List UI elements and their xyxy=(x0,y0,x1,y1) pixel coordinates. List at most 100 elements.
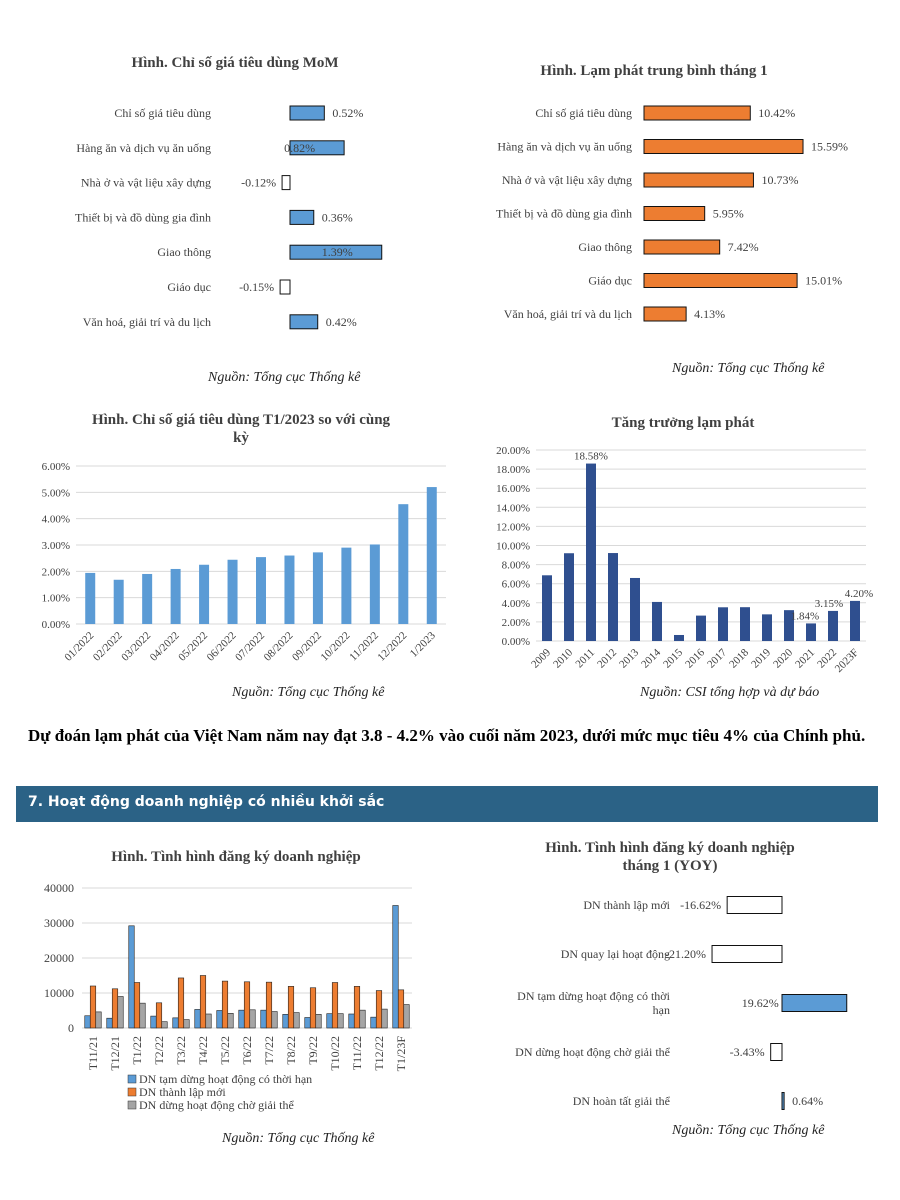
category-label: Nhà ở và vật liệu xây dựng xyxy=(81,176,211,190)
bar xyxy=(85,572,96,624)
bar xyxy=(718,607,728,641)
bar xyxy=(586,463,596,641)
data-label: 10.73% xyxy=(761,173,798,187)
data-label: 10.42% xyxy=(758,106,795,120)
bar xyxy=(199,564,210,624)
chart-cpi-yoy-svg: Hình. Chỉ số giá tiêu dùng T1/2023 so vớ… xyxy=(42,412,446,664)
bar xyxy=(542,575,552,641)
category-label: DN quay lại hoạt động xyxy=(561,947,670,961)
bar xyxy=(289,244,383,260)
y-tick-label: 6.00% xyxy=(502,579,530,591)
category-label: DN hoàn tất giải thể xyxy=(573,1094,671,1108)
category-label: Thiết bị và đồ dùng gia đình xyxy=(496,207,632,221)
bar xyxy=(142,573,153,624)
bar xyxy=(199,975,207,1029)
data-label: 15.59% xyxy=(811,140,848,154)
bar xyxy=(256,557,266,624)
bar xyxy=(643,273,798,288)
bar xyxy=(696,615,706,641)
bar xyxy=(762,614,772,641)
y-tick-label: 5.00% xyxy=(42,487,70,499)
y-tick-label: 10.00% xyxy=(496,541,530,553)
chart-title: Hình. Tình hình đăng ký doanh nghiệp xyxy=(545,840,794,856)
chart-avg-inflation-svg: Hình. Lạm phát trung bình tháng 1 Chỉ số … xyxy=(496,63,848,322)
chart-inflation-growth-svg: Tăng trưởng lạm phát 0.00% 2.00% 4.00% 6.00%… xyxy=(496,415,873,675)
x-tick-label: T1/23F xyxy=(394,1036,408,1072)
data-label: 0.36% xyxy=(322,210,353,224)
section-header: 7. Hoạt động doanh nghiệp có nhiều khởi … xyxy=(16,786,878,822)
bar xyxy=(781,994,848,1012)
bar xyxy=(370,1016,377,1029)
x-tick-label: T7/22 xyxy=(262,1036,276,1065)
data-label: -0.15% xyxy=(239,280,274,294)
chart-cpi-yoy: Hình. Chỉ số giá tiêu dùng T1/2023 so vớ… xyxy=(0,400,450,680)
bar xyxy=(282,1014,289,1029)
bar xyxy=(309,987,317,1029)
bar xyxy=(564,553,574,641)
source-inflation-growth: Nguồn: CSI tổng hợp và dự báo xyxy=(640,685,820,700)
x-tick-label: T8/22 xyxy=(284,1036,298,1065)
bar xyxy=(227,1013,234,1029)
y-tick-label: 40000 xyxy=(44,881,74,895)
bar xyxy=(674,634,684,641)
bar xyxy=(341,547,352,624)
data-label: 15.01% xyxy=(805,274,842,288)
y-tick-label: 12.00% xyxy=(496,521,530,533)
y-tick-label: 1.00% xyxy=(42,593,70,605)
data-label: -21.20% xyxy=(665,947,706,961)
y-tick-label: 18.00% xyxy=(496,464,530,476)
bar xyxy=(221,980,229,1029)
x-tick-label: T2/22 xyxy=(152,1036,166,1065)
source-avg-inflation: Nguồn: Tổng cục Thống kê xyxy=(672,361,825,376)
legend-swatch xyxy=(127,1100,137,1110)
chart-title: Tăng trưởng lạm phát xyxy=(612,415,755,431)
category-label: Hàng ăn và dịch vụ ăn uống xyxy=(497,140,632,154)
source-business-registration: Nguồn: Tổng cục Thống kê xyxy=(222,1131,375,1146)
data-label: 7.42% xyxy=(728,240,759,254)
chart-title: Hình. Chỉ số giá tiêu dùng MoM xyxy=(131,55,338,71)
x-tick-label: 11/2022 xyxy=(347,630,381,664)
x-tick-label: 2012 xyxy=(595,647,619,671)
bar xyxy=(348,1013,355,1029)
y-tick-label: 4.00% xyxy=(42,514,70,526)
x-tick-label: 04/2022 xyxy=(148,630,182,664)
bar xyxy=(740,607,750,641)
bar xyxy=(281,175,291,191)
x-tick-label: T3/22 xyxy=(174,1036,188,1065)
data-label: 4.13% xyxy=(694,307,725,321)
y-tick-label: 0.00% xyxy=(42,619,70,631)
category-label: Thiết bị và đồ dùng gia đình xyxy=(75,210,211,224)
bar xyxy=(227,559,238,624)
source-cpi-mom: Nguồn: Tổng cục Thống kê xyxy=(208,370,361,385)
bar xyxy=(289,105,325,121)
chart-cpi-mom: Hình. Chỉ số giá tiêu dùng MoM Chỉ số giá… xyxy=(0,40,450,350)
y-tick-label: 6.00% xyxy=(42,461,70,473)
y-tick-label: 20.00% xyxy=(496,445,530,457)
x-tick-label: 07/2022 xyxy=(233,630,267,664)
data-label: -0.12% xyxy=(241,176,276,190)
y-tick-label: 0.00% xyxy=(502,636,530,648)
x-tick-label: 2010 xyxy=(551,646,575,670)
category-label: Giáo dục xyxy=(588,274,632,288)
bar xyxy=(155,1002,163,1029)
x-tick-label: 03/2022 xyxy=(119,630,153,664)
x-tick-label: T12/22 xyxy=(372,1036,386,1071)
chart-title: kỳ xyxy=(233,430,249,446)
data-label: 3.15% xyxy=(815,598,843,610)
bar xyxy=(312,552,323,624)
x-tick-label: T11/22 xyxy=(350,1036,364,1070)
data-label: 1.84% xyxy=(791,610,819,622)
legend-swatch xyxy=(127,1074,137,1084)
section-title: 7. Hoạt động doanh nghiệp có nhiều khởi … xyxy=(28,794,385,810)
bar xyxy=(106,1017,113,1029)
x-tick-label: T9/22 xyxy=(306,1036,320,1065)
x-tick-label: 2009 xyxy=(529,646,553,670)
chart-inflation-growth: Tăng trưởng lạm phát 0.00% 2.00% 4.00% 6.00%… xyxy=(450,400,900,690)
bar xyxy=(95,1011,102,1029)
category-label: DN dừng hoạt động chờ giải thể xyxy=(515,1045,670,1059)
legend-label: DN dừng hoạt động chờ giải thể xyxy=(139,1098,294,1112)
bar xyxy=(117,996,124,1029)
bar xyxy=(326,1013,333,1029)
bar xyxy=(784,610,794,641)
data-label: 0.42% xyxy=(326,315,357,329)
